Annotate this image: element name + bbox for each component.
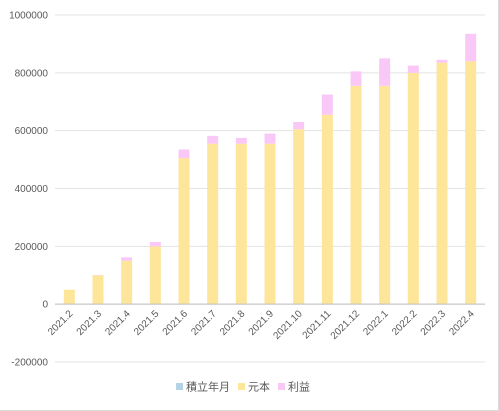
- x-tick-label: 2021.11: [301, 308, 334, 341]
- bar-segment: [63, 289, 75, 305]
- bar-segment: [465, 33, 477, 62]
- y-tick-label: 1000000: [9, 11, 48, 22]
- bar-segment: [379, 58, 391, 86]
- x-tick-label: 2022.2: [390, 308, 420, 338]
- legend-swatch: [176, 383, 183, 390]
- x-tick-label: 2021.8: [218, 308, 248, 338]
- x-tick-label: 2021.12: [329, 308, 363, 342]
- legend-swatch: [278, 383, 285, 390]
- y-tick-label: 0: [42, 300, 48, 311]
- bar-segment: [121, 260, 133, 305]
- bar-segment: [92, 275, 104, 305]
- bar-segment: [264, 133, 276, 144]
- bar-segment: [407, 65, 419, 73]
- bar-segment: [264, 143, 276, 305]
- x-axis-ticks: 2021.2 2021.3 2021.4 2021.5 2021.6 2021.7 2021…: [46, 308, 477, 342]
- bar-segment: [178, 149, 190, 159]
- y-tick-label: 400000: [15, 184, 49, 195]
- bar-segment: [350, 85, 362, 305]
- bar-segment: [149, 241, 161, 247]
- bar-segment: [436, 59, 448, 63]
- legend-label: 積立年月: [186, 380, 230, 394]
- y-tick-label: -200000: [11, 358, 48, 369]
- bar-segment: [149, 246, 161, 305]
- bar-segment: [321, 94, 333, 115]
- legend: 積立年月 元本 利益: [176, 380, 310, 394]
- y-axis-ticks: -200000 0 200000 400000 600000 800000 1000000: [9, 11, 48, 369]
- x-tick-label: 2021.6: [161, 308, 191, 338]
- bar-segment: [207, 143, 219, 305]
- bar-segment: [350, 71, 362, 86]
- bar-segment: [293, 121, 305, 130]
- bar-segment: [293, 129, 305, 305]
- bars: [63, 33, 477, 305]
- y-tick-label: 800000: [15, 68, 49, 79]
- legend-swatch: [238, 383, 245, 390]
- bar-segment: [207, 135, 219, 144]
- bar-segment: [407, 72, 419, 305]
- x-tick-label: 2021.5: [132, 308, 162, 338]
- x-tick-label: 2022.1: [361, 308, 391, 338]
- bar-segment: [235, 143, 247, 305]
- y-tick-label: 600000: [15, 126, 49, 137]
- x-tick-label: 2021.3: [75, 308, 105, 338]
- x-tick-label: 2021.2: [46, 308, 76, 338]
- bar-segment: [121, 257, 133, 261]
- x-tick-label: 2022.3: [419, 308, 449, 338]
- x-tick-label: 2021.7: [189, 308, 219, 338]
- legend-label: 元本: [248, 380, 270, 394]
- x-tick-label: 2021.4: [103, 308, 133, 338]
- x-tick-label: 2022.4: [447, 308, 477, 338]
- bar-segment: [436, 62, 448, 305]
- x-tick-label: 2021.10: [271, 308, 305, 342]
- legend-label: 利益: [288, 380, 310, 394]
- bar-segment: [235, 137, 247, 144]
- bar-segment: [178, 158, 190, 305]
- bar-segment: [379, 85, 391, 305]
- bar-segment: [465, 61, 477, 305]
- bar-segment: [321, 114, 333, 305]
- y-tick-label: 200000: [15, 242, 49, 253]
